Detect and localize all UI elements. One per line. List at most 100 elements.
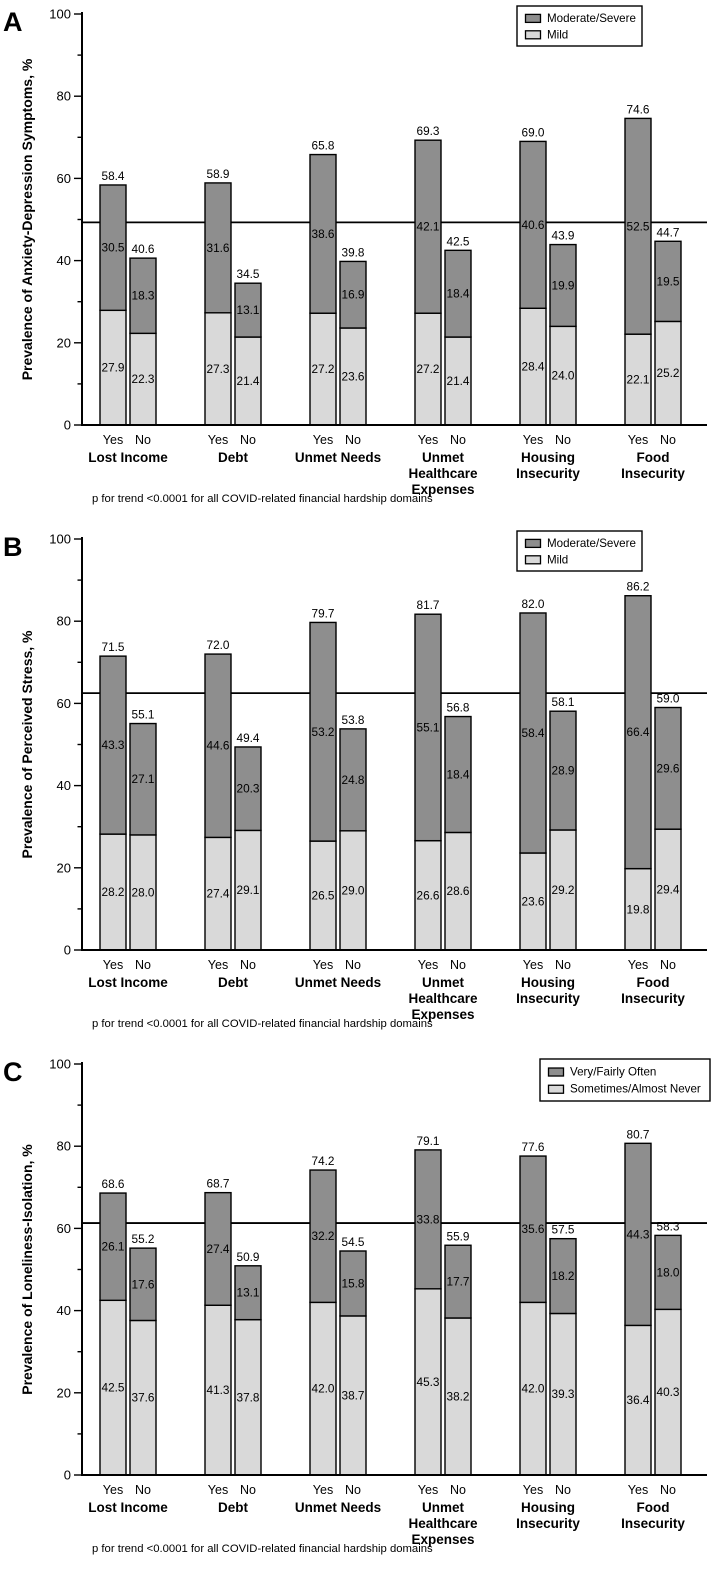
panel-a-anxiety-depression-chart: A Prevalence of Anxiety-Depression Sympto… <box>3 5 707 505</box>
category-label: Debt <box>218 450 249 465</box>
category-label: Housing <box>521 1500 575 1515</box>
bar-total-label: 80.7 <box>627 1127 650 1141</box>
bar-segment-bottom <box>99 833 127 951</box>
bar-total-label: 58.4 <box>102 169 125 183</box>
bar-no-unmet-healthcare-expenses: 42.5 18.4 21.4 <box>444 234 472 426</box>
x-tick-label: No <box>555 433 571 447</box>
bar-top-segment-label: 19.9 <box>552 278 575 292</box>
bar-bottom-segment-label: 38.2 <box>447 1389 470 1403</box>
bar-bottom-segment-label: 27.9 <box>102 361 125 375</box>
bar-yes-lost-income: 71.5 43.3 28.2 <box>99 640 127 951</box>
bar-bottom-segment-label: 21.4 <box>237 374 260 388</box>
legend-swatch <box>524 555 542 565</box>
category-label: Debt <box>218 1500 249 1515</box>
bar-top-segment-label: 24.8 <box>342 773 365 787</box>
bar-top-segment-label: 13.1 <box>237 1286 260 1300</box>
bar-segment-top <box>204 653 232 839</box>
x-tick-label: Yes <box>208 1483 228 1497</box>
x-tick-label: No <box>660 433 676 447</box>
bar-yes-unmet-needs: 79.7 53.2 26.5 <box>309 606 337 951</box>
y-axis-title: Prevalence of Loneliness-Isolation, % <box>19 1144 35 1395</box>
x-tick-label: Yes <box>208 958 228 972</box>
bar-segment-top <box>204 182 232 314</box>
bar-bottom-segment-label: 29.2 <box>552 883 575 897</box>
bar-segment-top <box>99 655 127 835</box>
x-tick-label: Yes <box>523 958 543 972</box>
category-label: Food <box>637 1500 670 1515</box>
bar-top-segment-label: 17.6 <box>132 1277 155 1291</box>
bar-segment-top <box>99 184 127 312</box>
bar-no-debt: 50.9 13.1 37.8 <box>234 1250 262 1476</box>
bar-top-segment-label: 30.5 <box>102 241 125 255</box>
bar-top-segment-label: 27.1 <box>132 772 155 786</box>
bar-total-label: 53.8 <box>342 713 365 727</box>
bar-total-label: 69.0 <box>522 125 545 139</box>
bar-segment-top <box>309 153 337 314</box>
bar-top-segment-label: 18.4 <box>447 768 470 782</box>
bar-no-lost-income: 55.1 27.1 28.0 <box>129 708 157 951</box>
legend-swatch <box>524 30 542 40</box>
bar-total-label: 42.5 <box>447 234 470 248</box>
category-label: Expenses <box>411 1532 474 1547</box>
x-tick-label: Yes <box>313 958 333 972</box>
x-tick-label: No <box>345 433 361 447</box>
bar-total-label: 59.0 <box>657 692 680 706</box>
bar-segment-top <box>519 140 547 309</box>
bar-segment-top <box>444 249 472 338</box>
x-tick-label: No <box>555 958 571 972</box>
x-tick-label: No <box>450 958 466 972</box>
bar-top-segment-label: 13.1 <box>237 303 260 317</box>
legend-swatch <box>524 538 542 549</box>
bar-top-segment-label: 53.2 <box>312 725 335 739</box>
category-label: Unmet <box>422 1500 465 1515</box>
bar-no-food-insecurity: 44.7 19.5 25.2 <box>654 225 682 426</box>
bar-segment-top <box>234 1265 262 1321</box>
bar-total-label: 74.2 <box>312 1154 335 1168</box>
y-tick-label: 0 <box>64 418 71 433</box>
bar-total-label: 39.8 <box>342 245 365 259</box>
bar-total-label: 55.9 <box>447 1229 470 1243</box>
bar-top-segment-label: 52.5 <box>627 219 650 233</box>
bar-bottom-segment-label: 28.0 <box>132 885 155 899</box>
y-tick-label: 60 <box>57 696 71 711</box>
bar-total-label: 71.5 <box>102 640 125 654</box>
bar-total-label: 79.1 <box>417 1134 440 1148</box>
category-label: Insecurity <box>621 991 685 1006</box>
bar-segment-top <box>204 1191 232 1306</box>
bar-yes-lost-income: 68.6 26.1 42.5 <box>99 1177 127 1476</box>
bar-yes-food-insecurity: 86.2 66.4 19.8 <box>624 580 652 951</box>
bar-bottom-segment-label: 39.3 <box>552 1387 575 1401</box>
bar-yes-unmet-needs: 65.8 38.6 27.2 <box>309 139 337 426</box>
bar-top-segment-label: 66.4 <box>627 725 650 739</box>
legend-swatch <box>547 1067 565 1077</box>
panel-b-perceived-stress-chart: B Prevalence of Perceived Stress, % 0 20 40 6… <box>3 530 707 1030</box>
bar-yes-housing-insecurity: 69.0 40.6 28.4 <box>519 125 547 426</box>
x-tick-label: No <box>450 433 466 447</box>
y-tick-label: 100 <box>49 7 71 22</box>
bar-yes-unmet-healthcare-expenses: 79.1 33.8 45.3 <box>414 1134 442 1476</box>
panel-letter: C <box>3 1057 23 1087</box>
bar-segment-bottom <box>99 309 127 426</box>
bar-bottom-segment-label: 27.4 <box>207 887 230 901</box>
y-tick-label: 0 <box>64 1468 71 1483</box>
x-tick-label: No <box>345 958 361 972</box>
bar-segment-bottom <box>204 1304 232 1476</box>
bar-segment-top <box>624 595 652 870</box>
y-axis-title: Prevalence of Perceived Stress, % <box>19 630 35 859</box>
bar-segment-bottom <box>309 1301 337 1476</box>
x-tick-label: Yes <box>418 1483 438 1497</box>
bar-bottom-segment-label: 42.0 <box>522 1382 545 1396</box>
bar-total-label: 79.7 <box>312 606 335 620</box>
bar-no-debt: 49.4 20.3 29.1 <box>234 731 262 951</box>
bar-bottom-segment-label: 42.0 <box>312 1382 335 1396</box>
bar-top-segment-label: 33.8 <box>417 1212 440 1226</box>
bar-top-segment-label: 31.6 <box>207 241 230 255</box>
x-tick-label: No <box>450 1483 466 1497</box>
p-for-trend-footnote: p for trend <0.0001 for all COVID-relate… <box>92 493 433 505</box>
bar-total-label: 44.7 <box>657 225 680 239</box>
category-label: Expenses <box>411 1007 474 1022</box>
legend-label: Very/Fairly Often <box>570 1066 656 1079</box>
bar-segment-bottom <box>654 320 682 426</box>
panel-letter: B <box>3 532 23 562</box>
x-tick-label: Yes <box>103 958 123 972</box>
